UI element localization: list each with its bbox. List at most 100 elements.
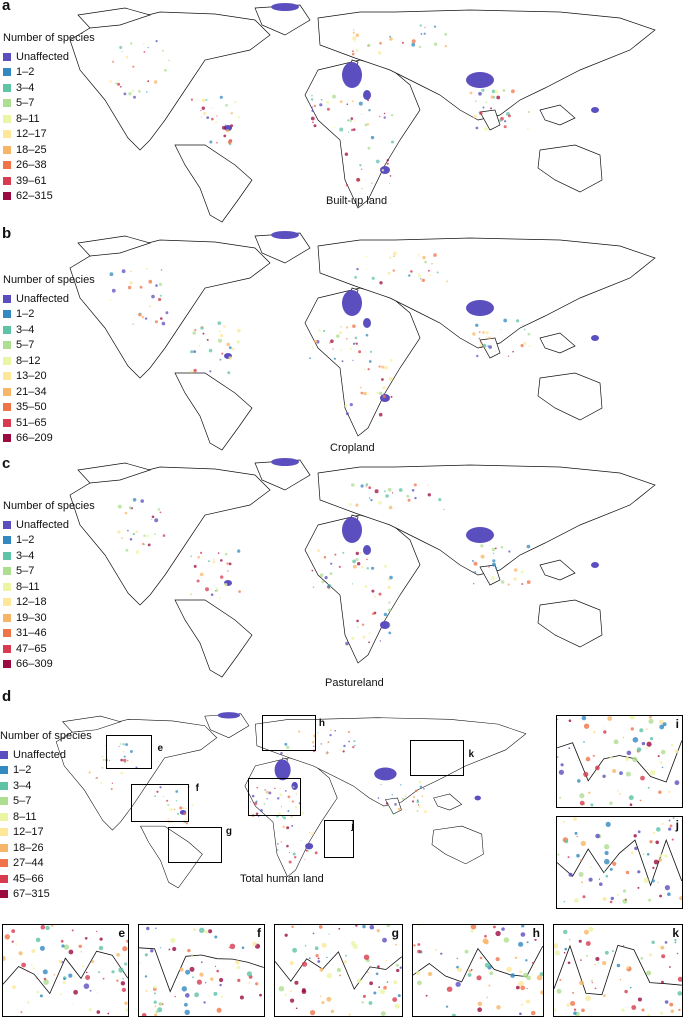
species-cell <box>520 985 526 991</box>
species-cell <box>563 951 566 954</box>
species-cell <box>379 281 383 285</box>
species-cell <box>294 856 297 859</box>
species-cell <box>365 485 367 488</box>
species-cell <box>18 951 23 956</box>
land-mass <box>537 144 603 193</box>
species-cell <box>679 896 682 901</box>
species-cell <box>324 576 328 580</box>
species-cell <box>661 822 664 825</box>
species-cell <box>402 797 405 801</box>
species-cell <box>488 582 490 584</box>
zoom-box-e: e <box>106 735 163 769</box>
panel-letter-d: d <box>2 688 12 705</box>
land-mass <box>317 9 656 121</box>
legend-swatch <box>3 613 11 622</box>
species-cell <box>478 112 480 114</box>
species-cell <box>386 981 389 983</box>
species-cell <box>554 950 561 956</box>
species-cell <box>121 537 123 539</box>
species-cell <box>184 1009 190 1015</box>
species-cell <box>63 977 66 981</box>
species-cell <box>333 357 336 360</box>
species-cell <box>491 562 496 567</box>
species-cell <box>310 832 314 836</box>
species-cell <box>311 109 314 112</box>
species-cell <box>291 824 294 827</box>
species-cell <box>311 569 314 572</box>
species-cell <box>404 795 407 798</box>
species-cell <box>579 800 585 806</box>
species-cell <box>146 91 148 93</box>
species-cell <box>649 840 653 844</box>
species-cell <box>658 719 664 725</box>
species-cell <box>278 986 285 992</box>
species-cell <box>516 319 520 323</box>
species-cell <box>471 560 474 562</box>
zoom-box-k: k <box>410 740 474 776</box>
species-cell <box>379 640 381 642</box>
species-cell <box>98 945 104 951</box>
species-cell <box>479 956 483 960</box>
species-cell <box>235 960 240 965</box>
species-cell <box>357 562 361 566</box>
legend-item: Unaffected <box>3 49 95 65</box>
species-cell <box>378 986 381 988</box>
species-cell <box>354 350 356 352</box>
species-cell <box>342 551 345 554</box>
species-cell <box>313 104 316 108</box>
legend-label: 3–4 <box>16 549 35 562</box>
species-cell <box>637 830 641 834</box>
species-cell <box>142 43 145 45</box>
species-cell <box>338 565 341 568</box>
legend-label: Unaffected <box>16 50 70 63</box>
species-cell <box>116 979 119 982</box>
species-cell <box>421 795 424 798</box>
species-cell <box>228 356 232 360</box>
species-cell <box>640 775 645 781</box>
inset-map-j-svg <box>557 817 682 904</box>
species-cell <box>264 789 266 791</box>
species-cell <box>352 29 355 31</box>
species-cell <box>622 945 625 947</box>
species-cell <box>414 496 417 500</box>
species-cell <box>499 119 502 122</box>
unaffected-region <box>274 759 291 781</box>
species-cell <box>201 98 206 103</box>
species-cell <box>308 832 310 834</box>
species-cell <box>408 274 411 277</box>
species-cell <box>664 1000 669 1004</box>
species-cell <box>671 838 674 841</box>
species-cell <box>190 593 192 596</box>
species-cell <box>279 787 282 790</box>
species-cell <box>375 972 379 976</box>
species-cell <box>212 558 215 561</box>
species-cell <box>556 988 562 994</box>
species-cell <box>492 552 495 554</box>
species-cell <box>217 321 222 325</box>
unaffected-region <box>363 318 371 328</box>
legend-item: 51–65 <box>3 415 95 431</box>
land-mass <box>55 719 218 831</box>
species-cell <box>420 33 423 35</box>
inset-map-f: f <box>138 924 265 1017</box>
species-cell <box>154 795 157 797</box>
species-cell <box>488 336 491 340</box>
species-cell <box>631 1005 637 1010</box>
species-cell <box>391 812 394 814</box>
legend-label: 67–315 <box>13 888 50 901</box>
species-cell <box>424 26 426 29</box>
species-cell <box>345 412 349 416</box>
legend-label: Unaffected <box>16 518 70 531</box>
species-cell <box>387 578 391 581</box>
species-cell <box>475 323 479 327</box>
species-cell <box>502 89 506 92</box>
species-cell <box>208 995 210 997</box>
species-cell <box>330 339 334 343</box>
species-cell <box>146 534 149 538</box>
species-cell <box>355 342 358 345</box>
species-cell <box>219 95 223 99</box>
legend-label: 12–18 <box>16 596 47 609</box>
species-cell <box>660 1011 664 1015</box>
species-cell <box>351 128 354 132</box>
legend-title: Number of species <box>3 500 95 512</box>
